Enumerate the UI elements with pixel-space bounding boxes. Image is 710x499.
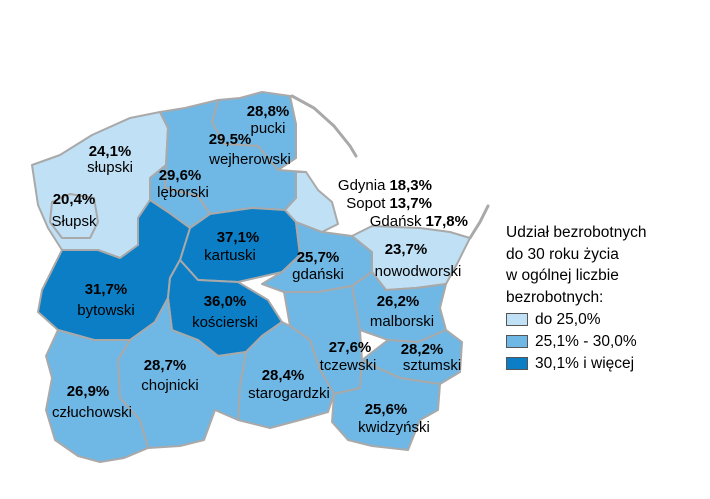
label-name-wejherowski: wejherowski <box>208 151 291 168</box>
label-value-nowodworski: 23,7% <box>385 241 428 258</box>
label-value-wejherowski: 29,5% <box>209 131 252 148</box>
label-value-slupsk: 20,4% <box>53 191 96 208</box>
label-value-tczewski: 27,6% <box>329 339 372 356</box>
region-slupsk <box>49 193 99 239</box>
label-value-slupski: 24,1% <box>89 143 132 160</box>
region-czluchowski <box>45 329 149 463</box>
label-value-gdanski: 25,7% <box>297 249 340 266</box>
region-malborski <box>351 271 447 343</box>
label-name-sztumski: sztumski <box>403 357 461 374</box>
city-name-sopot: Sopot <box>346 195 386 212</box>
city-gdansk: Gdańsk 17,8% <box>370 213 468 230</box>
label-name-czluchowski: człuchowski <box>52 404 132 421</box>
label-name-kartuski: kartuski <box>204 247 256 264</box>
city-name-gdansk: Gdańsk <box>370 213 422 230</box>
hel-peninsula <box>290 94 358 158</box>
legend-label-mid: 25,1% - 30,0% <box>535 332 637 350</box>
legend-title-line-3: w ogólnej liczbie <box>506 267 619 284</box>
label-name-koscierski: kościerski <box>192 314 258 331</box>
label-name-nowodworski: nowodworski <box>375 263 462 280</box>
label-name-bytowski: bytowski <box>77 302 135 319</box>
city-value-sopot: 13,7% <box>389 195 432 212</box>
label-value-czluchowski: 26,9% <box>67 383 110 400</box>
label-value-bytowski: 31,7% <box>85 281 128 298</box>
legend-title-line-4: bezrobotnych: <box>506 288 604 306</box>
label-value-starogardzki: 28,4% <box>262 367 305 384</box>
label-name-kwidzynski: kwidzyński <box>358 419 430 436</box>
label-value-pucki: 28,8% <box>247 103 290 120</box>
legend: Udział bezrobotnych do 30 roku życia w o… <box>506 222 706 374</box>
label-value-kartuski: 37,1% <box>217 229 260 246</box>
city-gdynia: Gdynia 18,3% <box>338 177 432 194</box>
label-value-leborski: 29,6% <box>159 167 202 184</box>
vistula-spit <box>468 204 490 240</box>
label-name-leborski: lęborski <box>157 184 209 201</box>
label-name-tczewski: tczewski <box>320 357 377 374</box>
label-name-gdanski: gdański <box>292 266 344 283</box>
label-value-sztumski: 28,2% <box>401 341 444 358</box>
city-value-gdansk: 17,8% <box>425 213 468 230</box>
label-value-chojnicki: 28,7% <box>144 357 187 374</box>
legend-item-mid: 25,1% - 30,0% <box>506 331 706 352</box>
label-name-slupsk: Słupsk <box>51 213 97 230</box>
legend-label-low: do 25,0% <box>535 310 601 328</box>
city-name-gdynia: Gdynia <box>338 177 386 194</box>
label-name-starogardzki: starogardzki <box>248 385 330 402</box>
region-kwidzynski <box>331 359 441 451</box>
label-value-malborski: 26,2% <box>377 293 420 310</box>
legend-item-low: do 25,0% <box>506 309 706 330</box>
label-name-chojnicki: chojnicki <box>141 377 199 394</box>
label-value-kwidzynski: 25,6% <box>365 401 408 418</box>
label-name-slupski: słupski <box>87 159 133 176</box>
legend-title-line-2: do 30 roku życia <box>506 245 619 263</box>
region-trojmiasto <box>284 171 339 233</box>
label-name-pucki: pucki <box>250 120 285 137</box>
legend-swatch-low <box>506 313 528 326</box>
legend-swatch-mid <box>506 335 528 348</box>
label-value-koscierski: 36,0% <box>204 293 247 310</box>
legend-title-line-1: Udział bezrobotnych <box>506 224 647 241</box>
region-nowodworski <box>351 225 471 291</box>
label-name-malborski: malborski <box>370 313 434 330</box>
city-value-gdynia: 18,3% <box>389 177 432 194</box>
legend-label-high: 30,1% i więcej <box>535 354 635 372</box>
legend-swatch-high <box>506 357 528 370</box>
city-sopot: Sopot 13,7% <box>346 195 432 212</box>
legend-item-high: 30,1% i więcej <box>506 353 706 374</box>
